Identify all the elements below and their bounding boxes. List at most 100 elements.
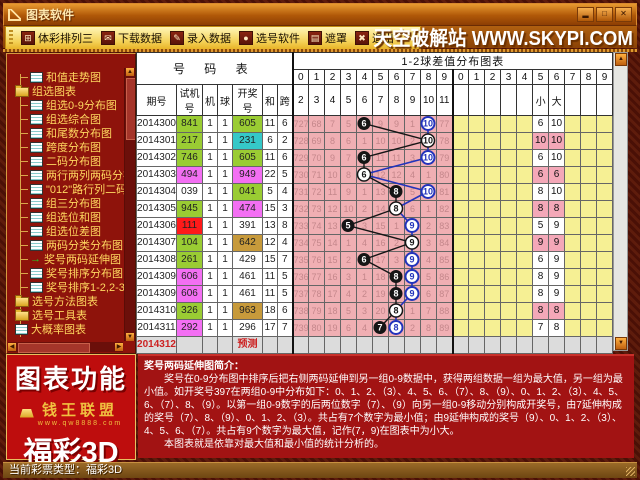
- period-cell: 2014305: [136, 200, 177, 218]
- omission-cell: 10: [388, 132, 406, 150]
- omission-cell: 9: [324, 149, 342, 167]
- chart-sheet-icon: [30, 267, 43, 279]
- toolbar-button-ball[interactable]: ● 选号软件: [235, 29, 304, 47]
- toolbar-button-grid[interactable]: ⊞ 体彩排列三: [17, 29, 97, 47]
- toolbar-button-mask[interactable]: ▤ 遮罩: [304, 29, 351, 47]
- sidebar-item[interactable]: 和值走势图: [7, 70, 124, 84]
- sidebar-item-selected[interactable]: → 奖号两码延伸图: [7, 252, 124, 266]
- resize-grip-icon[interactable]: [626, 467, 635, 476]
- sidebar-horizontal-scrollbar[interactable]: ◀ ▶: [8, 342, 123, 353]
- omission-cell: 2: [404, 132, 422, 150]
- folder-icon: [15, 309, 29, 321]
- scroll-down-icon[interactable]: ▼: [615, 337, 627, 350]
- toolbar-button-label: 录入数据: [187, 33, 231, 45]
- min-value-cell: 6: [532, 115, 550, 133]
- period-cell: 2014312: [136, 336, 177, 354]
- diff-header: 6: [356, 84, 374, 116]
- sidebar-item[interactable]: 组选位和图: [7, 210, 124, 224]
- toolbar-button-exit[interactable]: ✖ 退出: [351, 29, 398, 47]
- status-text: 当前彩票类型：福彩3D: [9, 464, 123, 476]
- omission-cell: 732: [291, 200, 310, 218]
- table-row: 2014300 841 1 1 605 11 6 727 68 7 5 9 9 1 77 6 10: [136, 115, 614, 133]
- sidebar-item[interactable]: 两码分类分布图: [7, 238, 124, 252]
- min-value-cell: 6: [532, 251, 550, 269]
- winning-number-cell: 605: [232, 115, 263, 133]
- omission-cell: 77: [436, 115, 454, 133]
- minmax-header: [484, 84, 502, 116]
- sidebar-item[interactable]: 组选0-9分布图: [7, 98, 124, 112]
- omission-cell: 1: [356, 183, 374, 201]
- period-cell: 2014309: [136, 268, 177, 286]
- toolbar-grip[interactable]: [9, 30, 13, 46]
- sidebar-item[interactable]: 奖号排序分布图: [7, 266, 124, 280]
- table-row: 2014308 261 1 1 429 15 7 735 76 15 2 17 3 4 85 6 9: [136, 251, 614, 269]
- winning-number-cell: 461: [232, 285, 263, 303]
- description-title: 奖号两码延伸图简介：: [144, 361, 244, 372]
- maximize-button[interactable]: □: [596, 7, 613, 22]
- omission-cell: 1: [388, 217, 406, 235]
- scrollbar-thumb[interactable]: [126, 78, 135, 140]
- toolbar-button-edit[interactable]: ✎ 录入数据: [166, 29, 235, 47]
- sidebar-vertical-scrollbar[interactable]: ▲ ▼: [124, 68, 135, 341]
- close-button[interactable]: ✕: [615, 7, 632, 22]
- diff-header: 4: [324, 84, 342, 116]
- mask-icon: ▤: [308, 31, 322, 45]
- sidebar-item[interactable]: 两行两列两码分布图: [7, 168, 124, 182]
- scroll-right-icon[interactable]: ▶: [115, 343, 123, 351]
- omission-cell: 79: [436, 149, 454, 167]
- test-number-cell: 039: [176, 183, 203, 201]
- digit-header: 2: [324, 69, 342, 85]
- test-number-cell: 606: [176, 285, 203, 303]
- omission-cell: [388, 285, 406, 303]
- brand-panel: 图表功能 钱王联盟 www.qw8888.com 福彩3D: [6, 354, 136, 469]
- sidebar-item[interactable]: 和尾数分布图: [7, 126, 124, 140]
- omission-cell: 17: [372, 251, 390, 269]
- tree-tick: [21, 188, 28, 190]
- digit-header: 6: [548, 69, 566, 85]
- omission-cell: 727: [291, 115, 310, 133]
- folder-icon: [15, 295, 29, 307]
- minmax-header: 大: [548, 84, 566, 116]
- digit-header: 0: [291, 69, 310, 85]
- table-vertical-scrollbar[interactable]: ▲ ▼: [613, 52, 628, 351]
- chart-sheet-icon: [15, 323, 28, 335]
- sidebar-item[interactable]: 二码分布图: [7, 154, 124, 168]
- omission-cell: 88: [436, 302, 454, 320]
- sidebar-item[interactable]: 跨度分布图: [7, 140, 124, 154]
- period-cell: 2014311: [136, 319, 177, 337]
- scroll-down-icon[interactable]: ▼: [126, 333, 134, 341]
- sidebar-item-label: "012"路行列二码分析: [46, 184, 124, 196]
- winning-number-cell: 461: [232, 268, 263, 286]
- period-cell: 2014307: [136, 234, 177, 252]
- winning-number-cell: 296: [232, 319, 263, 337]
- omission-cell: 738: [291, 302, 310, 320]
- scroll-up-icon[interactable]: ▲: [126, 68, 134, 76]
- digit-header: 1: [308, 69, 326, 85]
- sidebar-item[interactable]: 大概率图表: [7, 322, 124, 336]
- omission-cell: [404, 268, 422, 286]
- scrollbar-thumb[interactable]: [18, 343, 90, 353]
- table-row: 2014307 104 1 1 642 12 4 734 75 14 1 4 16 2 3 84 9 9: [136, 234, 614, 252]
- scroll-left-icon[interactable]: ◀: [8, 343, 16, 351]
- sidebar-item[interactable]: 奖号排序1-2,2-3球图: [7, 280, 124, 294]
- scroll-up-icon[interactable]: ▲: [615, 53, 627, 66]
- omission-cell: 733: [291, 217, 310, 235]
- omission-cell: 6: [404, 200, 422, 218]
- sidebar-item[interactable]: 组选位差图: [7, 224, 124, 238]
- digit-header: 3: [500, 69, 518, 85]
- omission-cell: 6: [420, 285, 438, 303]
- sidebar-item[interactable]: 选号方法图表: [7, 294, 124, 308]
- table-row: 2014311 292 1 1 296 17 7 739 80 19 6 4 2 8 89 7 8: [136, 319, 614, 337]
- grid-icon: ⊞: [21, 31, 35, 45]
- column-header: 和: [262, 84, 278, 116]
- digit-header: 4: [516, 69, 534, 85]
- min-value-cell: 6: [532, 166, 550, 184]
- sidebar-item[interactable]: 组选图表: [7, 84, 124, 98]
- sidebar-item[interactable]: 选号工具表: [7, 308, 124, 322]
- diff-header: 9: [404, 84, 422, 116]
- toolbar-button-download[interactable]: ✉ 下载数据: [97, 29, 166, 47]
- sidebar-item[interactable]: 组三分布图: [7, 196, 124, 210]
- sidebar-item[interactable]: 组选综合图: [7, 112, 124, 126]
- minimize-button[interactable]: ▂: [577, 7, 594, 22]
- sidebar-item[interactable]: "012"路行列二码分析: [7, 182, 124, 196]
